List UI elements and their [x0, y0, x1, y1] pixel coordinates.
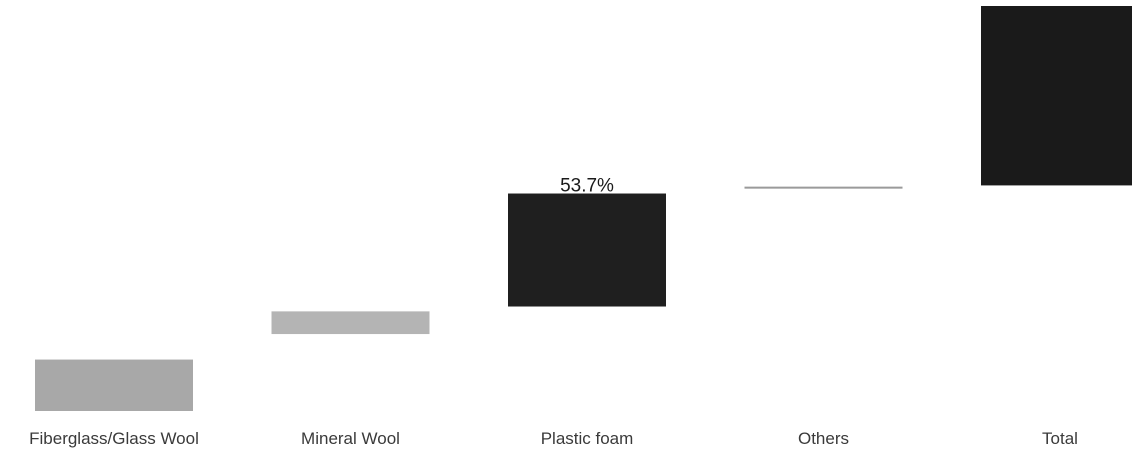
category-label-total: Total: [1042, 429, 1078, 448]
chart-data-labels: 53.7%: [560, 176, 614, 197]
bar-fiberglass-glass-wool: [35, 359, 193, 411]
chart-bars: [35, 6, 1132, 411]
category-label-plastic-foam: Plastic foam: [541, 429, 634, 448]
chart-category-labels: Fiberglass/Glass Wool Mineral Wool Plastic…: [29, 429, 1078, 448]
bar-mineral-wool: [271, 311, 430, 335]
bar-plastic-foam: [508, 193, 666, 307]
bar-others: [744, 186, 903, 189]
data-label-plastic-foam: 53.7%: [560, 176, 614, 197]
bar-total: [981, 6, 1132, 186]
category-label-fiberglass-glass-wool: Fiberglass/Glass Wool: [29, 429, 199, 448]
category-label-others: Others: [798, 429, 849, 448]
category-label-mineral-wool: Mineral Wool: [301, 429, 400, 448]
